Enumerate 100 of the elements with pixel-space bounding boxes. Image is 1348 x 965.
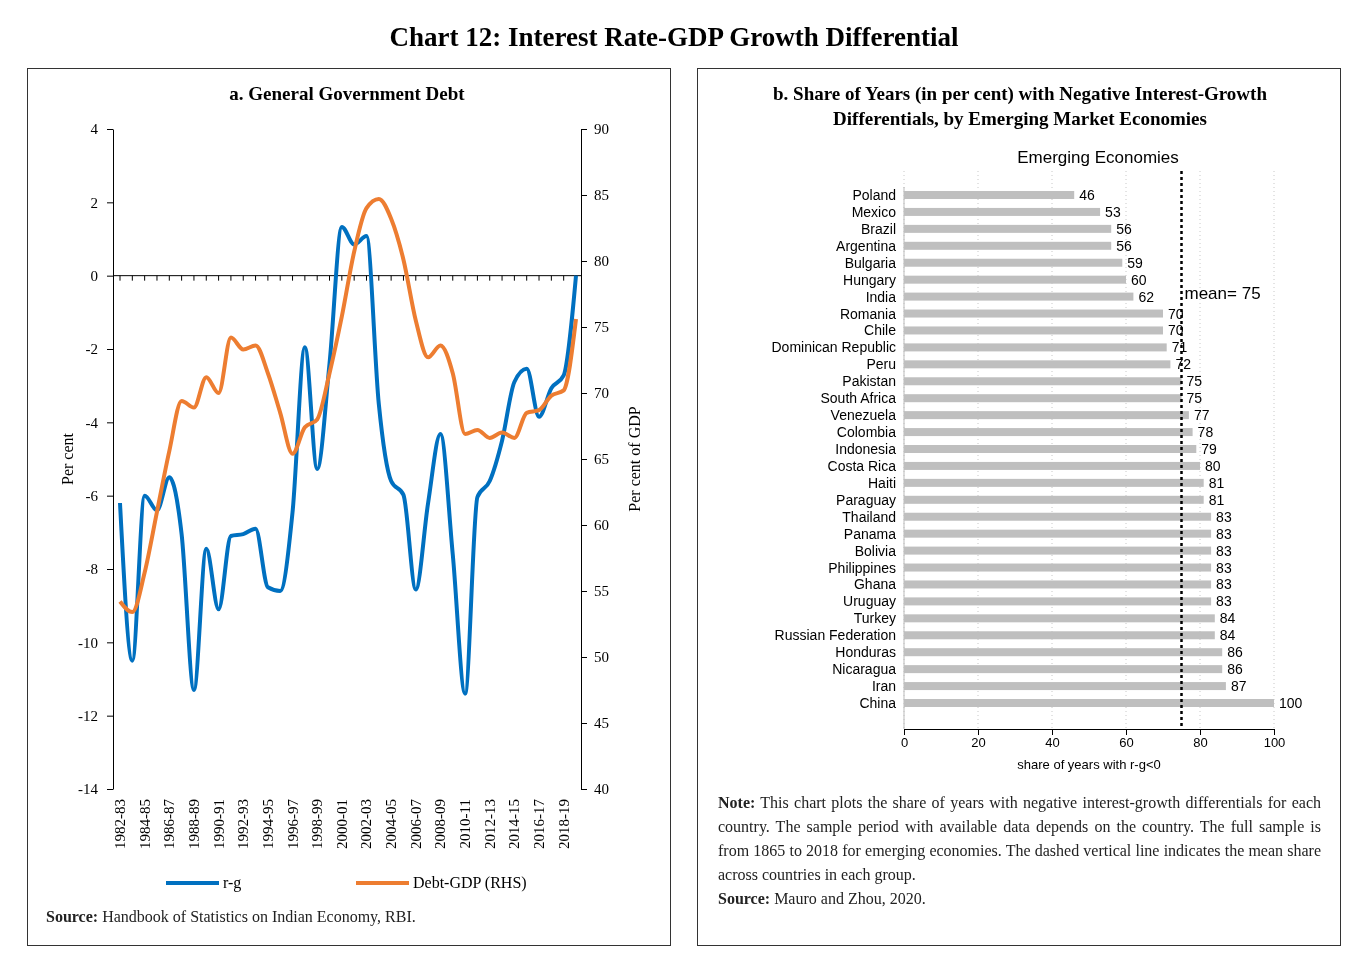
y2-tick-label: 75 — [594, 319, 609, 336]
text: Chart 12: Interest Rate-GDP Growth Differential — [388, 22, 960, 53]
data-label: 80 — [1205, 457, 1221, 474]
y2-tick-label: 80 — [594, 253, 609, 270]
x-tick-label: 2016-17 — [531, 798, 548, 849]
data-label: 77 — [1193, 407, 1210, 424]
y-tick-label: Indonesia — [835, 441, 897, 457]
y2-tick-label: 85 — [594, 187, 609, 204]
y-tick-label: Ghana — [853, 576, 897, 593]
y-tick-label: Mexico — [851, 203, 897, 220]
data-label: 84 — [1219, 627, 1236, 644]
y-tick-label: China — [859, 695, 897, 711]
x-tick-label: 2008-09 — [432, 799, 449, 849]
data-label: 83 — [1216, 576, 1232, 593]
y2-tick-label: 50 — [594, 649, 609, 666]
x-tick-label: 2004-05 — [383, 799, 400, 849]
y-tick-label: India — [865, 288, 897, 305]
y2-axis-title: Per cent of GDP — [626, 406, 643, 512]
data-label: 53 — [1105, 203, 1121, 220]
data-label: 75 — [1186, 373, 1203, 390]
data-label: 46 — [1079, 187, 1095, 203]
data-label: 72 — [1175, 356, 1192, 373]
y-tick-label: Thailand — [842, 508, 896, 525]
data-label: 75 — [1186, 390, 1203, 407]
y-tick-label: Bulgaria — [844, 254, 897, 271]
chart-subtitle: Emerging Economies — [1017, 148, 1179, 167]
data-label: 62 — [1138, 288, 1155, 305]
y-tick-label: -12 — [78, 707, 98, 724]
y-tick-label: Romania — [839, 305, 897, 322]
x-tick-label: 2010-11 — [457, 799, 474, 849]
line-series — [118, 196, 578, 615]
y2-tick-label: 40 — [594, 781, 609, 798]
source-note: Source: Mauro and Zhou, 2020. — [718, 890, 926, 907]
x-tick-label: 2002-03 — [358, 799, 375, 849]
data-label: 86 — [1227, 644, 1243, 661]
x-tick-label: 1994-95 — [259, 799, 276, 849]
x-tick-label: 2018-19 — [555, 799, 572, 849]
chart-subtitle: a. General Government Debt — [229, 83, 466, 104]
x-tick-label: 1990-91 — [210, 799, 227, 849]
data-label: 83 — [1216, 559, 1232, 576]
y-tick-label: Paraguay — [836, 491, 896, 508]
y-tick-label: Brazil — [860, 220, 896, 237]
data-label: 83 — [1216, 542, 1232, 559]
y-tick-label: -2 — [85, 341, 98, 358]
x-tick-label: 100 — [1263, 735, 1286, 751]
data-label: 59 — [1127, 254, 1144, 271]
x-tick-label: 2012-13 — [481, 799, 498, 849]
data-label: 78 — [1197, 424, 1214, 441]
y-tick-label: Russian Federation — [774, 627, 896, 644]
data-label: 81 — [1208, 474, 1225, 491]
y-tick-label: Haiti — [867, 474, 896, 491]
y-tick-label: Venezuela — [830, 407, 897, 424]
legend-label: Debt-GDP (RHS) — [413, 874, 527, 892]
x-tick-label: 1996-97 — [284, 798, 301, 849]
data-label: 70 — [1168, 322, 1184, 339]
y-tick-label: 0 — [90, 267, 98, 284]
y-tick-label: Hungary — [843, 271, 896, 288]
y2-tick-label: 60 — [594, 517, 609, 534]
y2-tick-label: 45 — [594, 715, 609, 732]
x-tick-label: 2000-01 — [333, 799, 350, 849]
ref-line-label: mean= 75 — [1184, 284, 1261, 303]
data-label: 81 — [1208, 491, 1225, 508]
chart-title: b. Share of Years (in per cent) with Negative Interest-Growth Differentials, by Emerging Market Economies — [773, 83, 1268, 129]
y-tick-label: -14 — [78, 781, 99, 798]
x-tick-label: 20 — [971, 735, 986, 751]
y-tick-label: Colombia — [836, 424, 897, 441]
data-label: 56 — [1116, 220, 1132, 237]
y-tick-label: Peru — [866, 356, 896, 373]
y-tick-label: Chile — [864, 322, 897, 339]
y-tick-label: -10 — [78, 634, 98, 651]
data-label: 71 — [1171, 339, 1188, 356]
y-tick-label: -6 — [85, 487, 99, 504]
y-tick-label: Panama — [843, 525, 897, 542]
x-axis-title: share of years with r-g<0 — [1017, 757, 1161, 772]
x-tick-label: 1984-85 — [136, 799, 153, 849]
x-tick-label: 1988-89 — [185, 799, 202, 849]
y-tick-label: Uruguay — [843, 593, 896, 610]
y-tick-label: Philippines — [828, 559, 896, 576]
data-label: 83 — [1216, 593, 1232, 610]
data-label: 100 — [1279, 695, 1303, 711]
y-tick-label: Pakistan — [842, 373, 896, 390]
legend-label: r-g — [223, 874, 242, 892]
y-axis-title: Per cent — [59, 432, 76, 485]
y-tick-label: Honduras — [835, 644, 896, 661]
y-tick-label: Argentina — [836, 237, 897, 254]
y-tick-label: 4 — [90, 121, 99, 138]
y-tick-label: Nicaragua — [832, 661, 897, 678]
y2-tick-label: 90 — [594, 121, 609, 138]
x-tick-label: 40 — [1045, 735, 1060, 751]
y2-tick-label: 65 — [594, 451, 609, 468]
y-tick-label: -8 — [85, 561, 98, 578]
data-label: 83 — [1216, 525, 1232, 542]
data-label: 56 — [1116, 237, 1132, 254]
x-tick-label: 2006-07 — [407, 798, 424, 849]
x-tick-label: 1998-99 — [309, 799, 326, 849]
data-label: 87 — [1230, 678, 1247, 695]
data-label: 84 — [1219, 610, 1236, 627]
x-tick-label: 0 — [900, 735, 909, 751]
y-tick-label: -4 — [85, 414, 99, 431]
y-tick-label: South Africa — [820, 390, 897, 407]
